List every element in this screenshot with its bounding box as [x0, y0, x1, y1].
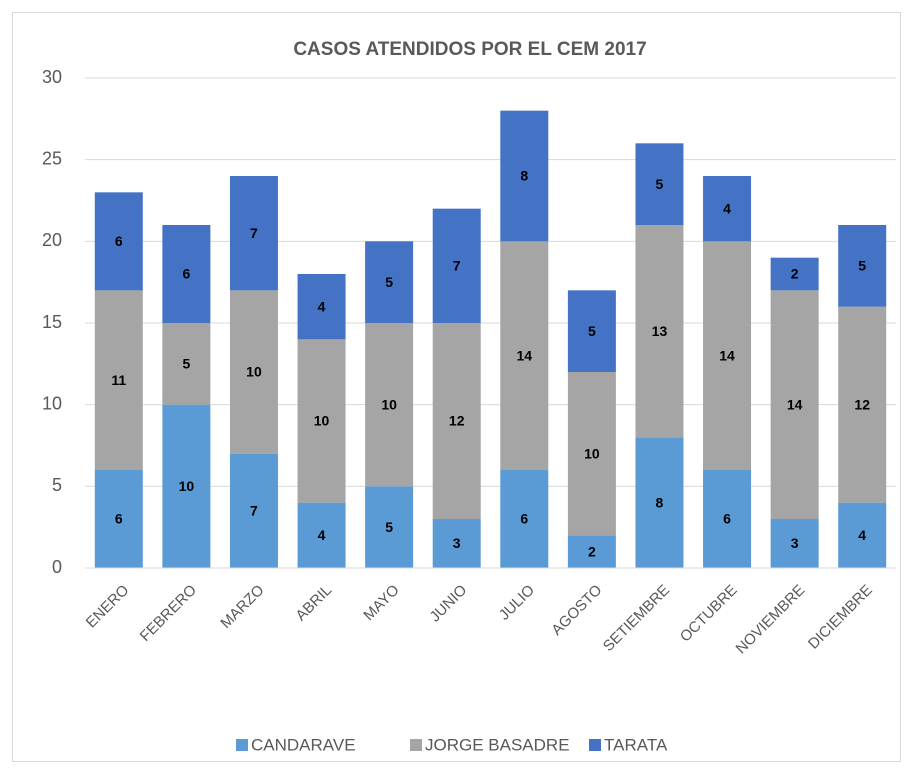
data-label: 5 [385, 519, 393, 535]
data-label: 2 [588, 543, 596, 559]
data-label: 3 [791, 535, 799, 551]
bar-segment [635, 225, 684, 438]
data-label: 4 [723, 200, 731, 216]
data-label: 6 [115, 511, 123, 527]
data-label: 14 [517, 347, 533, 363]
data-label: 7 [250, 503, 258, 519]
data-label: 4 [318, 298, 326, 314]
data-label: 5 [588, 323, 596, 339]
bar-segment [770, 519, 819, 568]
data-label: 5 [385, 274, 393, 290]
bar-segment [365, 241, 414, 323]
bar-segment [703, 176, 752, 242]
bar-segment [365, 486, 414, 568]
data-label: 13 [652, 323, 668, 339]
y-tick-label: 10 [42, 393, 62, 413]
y-tick-label: 0 [52, 557, 62, 577]
bar-segment [635, 143, 684, 225]
data-label: 3 [453, 535, 461, 551]
bar-segment [500, 470, 549, 568]
data-label: 6 [182, 266, 190, 282]
data-label: 10 [314, 413, 330, 429]
legend-swatch [410, 739, 422, 751]
bar-segment [703, 241, 752, 470]
bar-segment [567, 535, 616, 568]
bar-segment [162, 404, 211, 568]
data-label: 4 [858, 527, 866, 543]
data-label: 5 [858, 258, 866, 274]
bar-segment [432, 208, 481, 323]
bar-segment [770, 257, 819, 291]
bar-segment [770, 290, 819, 519]
bar-segment [94, 470, 143, 568]
bar-segment [838, 502, 887, 568]
legend-label: TARATA [604, 735, 668, 754]
data-label: 7 [453, 258, 461, 274]
bar-segment [297, 274, 346, 340]
bar-segment [94, 290, 143, 470]
chart-title: CASOS ATENDIDOS POR EL CEM 2017 [293, 39, 646, 60]
bar-segment [162, 225, 211, 323]
data-label: 4 [318, 527, 326, 543]
data-label: 10 [246, 364, 262, 380]
bar-segment [500, 241, 549, 470]
data-label: 12 [854, 396, 870, 412]
data-label: 7 [250, 225, 258, 241]
bar-segment [635, 437, 684, 568]
data-label: 12 [449, 413, 465, 429]
data-label: 14 [787, 396, 803, 412]
data-label: 6 [520, 511, 528, 527]
bar-segment [229, 176, 278, 291]
data-label: 10 [179, 478, 195, 494]
bar-segment [297, 502, 346, 568]
y-tick-label: 20 [42, 230, 62, 250]
bar-segment [229, 290, 278, 454]
data-label: 8 [656, 494, 664, 510]
bar-segment [432, 323, 481, 519]
data-label: 6 [115, 233, 123, 249]
legend-swatch [589, 739, 601, 751]
data-label: 14 [719, 347, 735, 363]
legend-label: JORGE BASADRE [425, 735, 570, 754]
data-label: 6 [723, 511, 731, 527]
data-label: 5 [182, 356, 190, 372]
y-tick-label: 15 [42, 312, 62, 332]
data-label: 2 [791, 266, 799, 282]
bar-segment [432, 519, 481, 568]
data-label: 8 [520, 168, 528, 184]
bar-segment [365, 323, 414, 487]
bar-segment [162, 323, 211, 405]
data-label: 5 [656, 176, 664, 192]
bar-segment [229, 453, 278, 568]
bar-segment [94, 192, 143, 291]
bar-segment [838, 306, 887, 503]
data-label: 10 [584, 445, 600, 461]
bar-segment [838, 225, 887, 307]
legend-swatch [236, 739, 248, 751]
y-tick-label: 25 [42, 148, 62, 168]
bar-segment [703, 470, 752, 568]
data-label: 11 [111, 372, 126, 388]
bar-segment [567, 290, 616, 372]
legend-label: CANDARAVE [251, 735, 356, 754]
data-label: 10 [381, 396, 397, 412]
bar-segment [297, 339, 346, 503]
y-tick-label: 5 [52, 475, 62, 495]
bar-segment [567, 372, 616, 536]
y-tick-label: 30 [42, 67, 62, 87]
bar-segment [500, 110, 549, 242]
